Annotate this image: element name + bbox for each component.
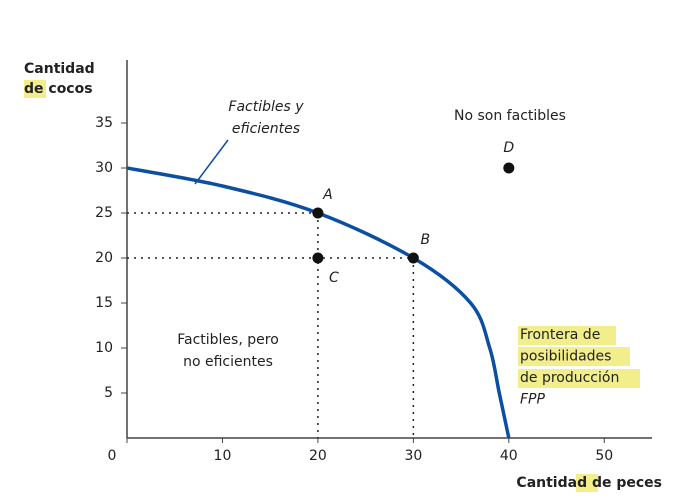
- annotation: Frontera de: [520, 327, 600, 343]
- x-tick-label: 20: [309, 448, 327, 464]
- y-tick-label: 35: [95, 115, 113, 131]
- point: [407, 252, 419, 264]
- leader-line: [194, 139, 229, 185]
- annotation: no eficientes: [183, 354, 273, 370]
- annotation: No son factibles: [454, 108, 566, 124]
- point-label: D: [503, 140, 514, 156]
- highlight: [518, 347, 630, 366]
- highlight: [576, 474, 598, 492]
- annotation: de producción: [520, 370, 619, 386]
- y-tick-label: 30: [95, 160, 113, 176]
- frontier-line: [126, 166, 511, 439]
- x-tick-label: 50: [595, 448, 613, 464]
- y-tick-label: 15: [95, 295, 113, 311]
- y-axis-label: de cocos: [24, 81, 93, 97]
- highlight: [518, 369, 640, 388]
- y-tick-label: 10: [95, 340, 113, 356]
- y-tick-label: 20: [95, 250, 113, 266]
- annotation: eficientes: [232, 121, 300, 137]
- annotation: posibilidades: [520, 349, 611, 365]
- point-label: C: [329, 270, 339, 286]
- x-tick-label: 0: [108, 448, 117, 464]
- point: [503, 162, 515, 174]
- x-tick-label: 30: [404, 448, 422, 464]
- point: [312, 207, 324, 219]
- y-tick-label: 25: [95, 205, 113, 221]
- point: [312, 252, 324, 264]
- point-label: B: [421, 232, 431, 248]
- highlight: [24, 80, 46, 98]
- x-tick-label: 40: [500, 448, 518, 464]
- highlight: [518, 326, 616, 345]
- y-axis-label: Cantidad: [24, 61, 95, 77]
- point-label: A: [322, 187, 333, 203]
- x-tick-label: 10: [214, 448, 232, 464]
- annotation: Factibles y: [228, 99, 304, 115]
- y-tick-label: 5: [104, 385, 113, 401]
- annotation: Factibles, pero: [177, 332, 279, 348]
- annotation: FPP: [520, 392, 545, 408]
- x-axis-label: Cantidad de peces: [516, 475, 662, 491]
